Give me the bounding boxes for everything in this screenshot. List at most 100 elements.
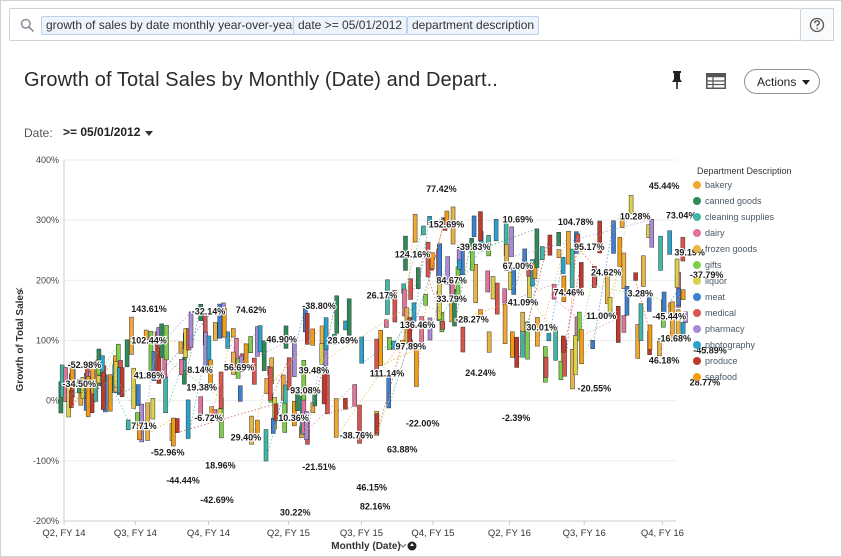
data-label: 30.22%: [280, 508, 311, 518]
candle-bakery: [231, 328, 236, 338]
data-label: 56.69%: [224, 363, 255, 373]
candle-medical: [408, 278, 413, 300]
candle-medical: [357, 404, 362, 444]
search-token-query[interactable]: growth of sales by date monthly year-ove…: [41, 16, 302, 35]
candle-produce: [633, 272, 638, 281]
candle-seafood: [85, 376, 91, 417]
candle-medical: [440, 321, 446, 330]
legend-item: produce: [705, 356, 738, 366]
candle-seafood: [647, 324, 653, 350]
connector-line: [388, 294, 427, 350]
legend-item: gifts: [705, 260, 722, 270]
help-icon: [809, 17, 825, 33]
search-token-date-filter[interactable]: date >= 05/01/2012: [293, 16, 408, 35]
actions-button[interactable]: Actions: [744, 69, 820, 94]
y-tick-label: 100%: [36, 336, 59, 346]
data-label: 39.48%: [299, 366, 330, 376]
data-label: -38.80%: [302, 301, 336, 311]
candle-liquor: [628, 195, 634, 214]
connector-line: [272, 306, 306, 434]
legend-swatch: [693, 245, 701, 253]
data-label: -6.72%: [194, 413, 223, 423]
candle-seafood: [107, 374, 113, 412]
connector-line: [393, 302, 415, 350]
sort-arrow-icon: [410, 543, 414, 546]
candle-produce: [273, 403, 279, 421]
connector-line: [663, 288, 679, 313]
connector-line: [158, 311, 192, 347]
candle-dairy: [450, 279, 455, 300]
candle-cleaning-supplies: [638, 303, 644, 341]
search-bar[interactable]: growth of sales by date monthly year-ove…: [9, 8, 801, 41]
data-label: 104.78%: [558, 217, 594, 227]
candle-dairy: [485, 270, 490, 293]
data-label: 24.62%: [591, 268, 622, 278]
candle-photography: [359, 336, 364, 364]
candle-seafood: [478, 309, 483, 319]
candle-photography: [185, 399, 191, 439]
candle-dairy: [352, 384, 357, 407]
connector-line: [429, 256, 449, 341]
data-label: 30.01%: [526, 322, 557, 332]
candle-meat: [437, 243, 442, 278]
candle-seafood: [292, 401, 297, 427]
candle-liquor: [131, 367, 136, 409]
connector-line: [71, 378, 93, 408]
table-view-icon[interactable]: [706, 73, 726, 89]
data-label: -42.69%: [200, 495, 234, 505]
legend-item: canned goods: [705, 196, 762, 206]
y-axis-title: Growth of Total Sales: [15, 289, 26, 391]
legend-item: meat: [705, 292, 726, 302]
connector-line: [427, 276, 444, 322]
candle-frozen-goods: [473, 264, 478, 304]
connector-line: [438, 235, 489, 321]
chart: -200% -100% 0% 100% 200% 300% 400% Q2, FY 14 Q3,…: [15, 155, 792, 552]
connector-line: [416, 252, 433, 387]
data-label: 102.44%: [131, 336, 167, 346]
connector-line: [592, 220, 614, 349]
data-label: 67.00%: [503, 261, 534, 271]
connector-line: [114, 392, 129, 421]
connector-line: [451, 303, 506, 323]
candle-produce: [321, 371, 327, 405]
data-label: 74.62%: [236, 305, 267, 315]
connector-line: [454, 238, 473, 327]
page-title: Growth of Total Sales by Monthly (Date) …: [24, 69, 498, 91]
date-filter-value[interactable]: >= 05/01/2012: [63, 125, 141, 139]
candle-canned-goods: [334, 295, 340, 334]
candle-seafood: [561, 275, 567, 302]
candle-produce: [615, 306, 621, 343]
data-label: 63.88%: [387, 444, 418, 454]
data-label: -34.50%: [63, 379, 97, 389]
candle-photography: [667, 230, 672, 255]
candle-meat: [646, 293, 652, 312]
candle-canned-goods: [346, 298, 352, 336]
candle-bakery: [412, 213, 418, 243]
search-token-department[interactable]: department description: [407, 16, 540, 35]
connector-line: [62, 385, 96, 398]
connector-line: [335, 340, 403, 438]
candle-medical: [252, 357, 257, 385]
connector-line: [361, 340, 394, 364]
filter-label: Date:: [24, 126, 53, 140]
connector-line: [577, 248, 595, 267]
connector-line: [553, 298, 578, 318]
pin-icon[interactable]: [669, 70, 685, 90]
connector-line: [431, 210, 448, 269]
x-tick-label: Q4, FY 15: [411, 528, 454, 539]
y-tick-label: 400%: [36, 155, 59, 165]
candle-gifts: [387, 336, 392, 350]
candle-cleaning-supplies: [385, 279, 390, 315]
candle-gifts: [525, 321, 530, 360]
candle-medical: [425, 241, 431, 278]
candle-medical: [575, 233, 581, 249]
candle-canned-goods: [283, 325, 289, 349]
x-tick-label: Q4, FY 16: [641, 528, 684, 539]
candle-meat: [676, 288, 681, 307]
candle-pharmacy: [445, 256, 451, 285]
data-label: 82.16%: [360, 502, 391, 512]
filter-chevron-down-icon[interactable]: [145, 131, 153, 136]
legend-item: liquor: [705, 276, 727, 286]
data-label: -32.14%: [192, 307, 226, 317]
help-button[interactable]: [801, 8, 834, 41]
